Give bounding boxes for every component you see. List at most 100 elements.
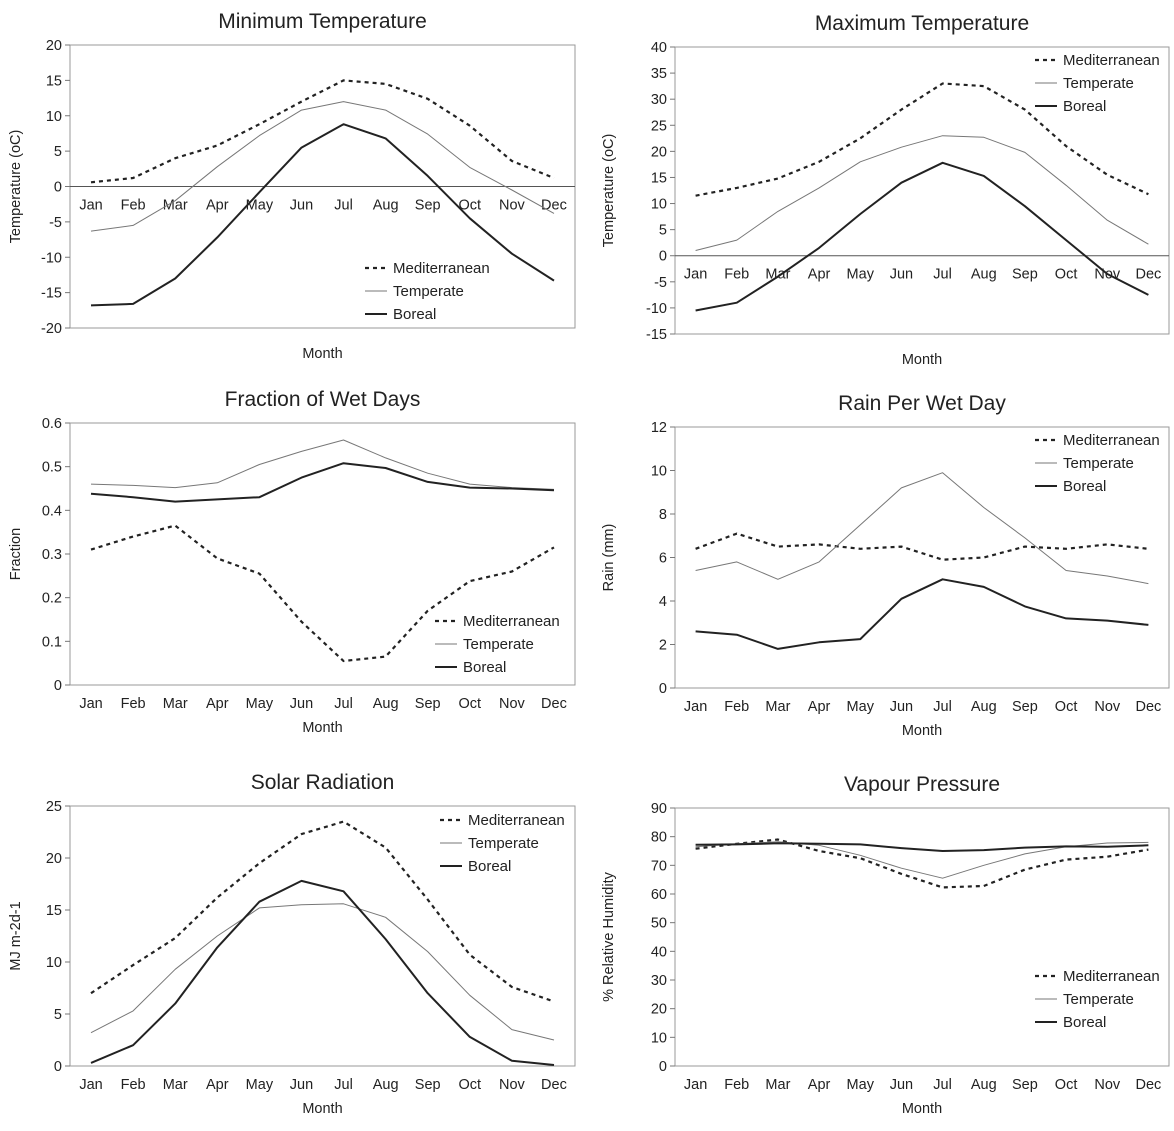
y-tick-label: 5 — [54, 1007, 62, 1023]
y-tick-label: 0 — [54, 678, 62, 694]
x-tick-label: Aug — [373, 198, 399, 214]
x-tick-label: Mar — [163, 198, 188, 214]
x-tick-label: Mar — [765, 267, 790, 283]
x-tick-label: Apr — [206, 198, 229, 214]
y-tick-label: 25 — [46, 799, 62, 815]
y-axis-label: Temperature (oC) — [8, 130, 24, 244]
x-tick-label: Mar — [163, 1077, 188, 1093]
chart-rain-per-wet-day: Rain Per Wet Day 12 10 8 6 4 2 0 Jan Feb Mar Apr May… — [587, 375, 1174, 750]
x-tick-label: Apr — [206, 1077, 229, 1093]
y-tick-label: 10 — [46, 109, 62, 125]
x-tick-label: May — [847, 267, 875, 283]
x-tick-label: May — [847, 1077, 875, 1093]
legend: Mediterranean Temperate Boreal — [1035, 968, 1160, 1031]
y-tick-label: 20 — [46, 851, 62, 867]
y-tick-label: -10 — [646, 301, 667, 317]
legend-label: Mediterranean — [463, 613, 560, 630]
y-tick-label: 0.4 — [42, 503, 62, 519]
chart-svg: Minimum Temperature 20 15 10 5 0 -5 -10 -15 -20 Ja… — [8, 10, 576, 362]
y-tick-label: 5 — [659, 223, 667, 239]
y-tick-label: -10 — [41, 250, 62, 266]
x-tick-label: Sep — [415, 696, 441, 712]
series-line-temperate — [695, 135, 1149, 251]
plot-frame — [69, 805, 576, 1067]
legend: Mediterranean Temperate Boreal — [1035, 432, 1160, 495]
y-tick-label: 4 — [659, 594, 667, 610]
y-tick-label: 6 — [659, 551, 667, 567]
x-tick-label: Feb — [724, 699, 749, 715]
x-tick-label: Jun — [890, 1077, 913, 1093]
x-tick-label: Jun — [290, 696, 313, 712]
y-tick-label: 25 — [651, 118, 667, 134]
y-tick-label: -15 — [41, 286, 62, 302]
y-tick-label: 20 — [651, 144, 667, 160]
y-tick-label: 80 — [651, 830, 667, 846]
y-axis-label: % Relative Humidity — [601, 871, 617, 1001]
x-tick-label: Oct — [459, 696, 482, 712]
series-line-mediterranean — [695, 838, 1149, 889]
y-tick-label: 15 — [651, 170, 667, 186]
x-tick-label: Jun — [290, 198, 313, 214]
x-tick-label: Jan — [79, 696, 102, 712]
x-tick-label: Feb — [121, 1077, 146, 1093]
y-tick-label: 10 — [46, 955, 62, 971]
x-tick-label: Jul — [334, 1077, 353, 1093]
series-line-boreal — [695, 578, 1149, 650]
chart-title: Solar Radiation — [251, 771, 395, 794]
x-tick-label: Jul — [933, 267, 952, 283]
x-tick-label: Apr — [808, 699, 831, 715]
series-line-temperate — [90, 101, 555, 232]
chart-vapour-pressure: Vapour Pressure 90 80 70 60 50 40 30 20 10 0 Jan Feb… — [587, 750, 1174, 1126]
y-tick-label: 20 — [651, 1002, 667, 1018]
y-tick-label: 15 — [46, 73, 62, 89]
x-tick-label: Feb — [724, 267, 749, 283]
y-axis-label: Fraction — [8, 528, 24, 580]
chart-svg: Maximum Temperature 40 35 30 25 20 15 10 5 0 -5 -10… — [601, 12, 1170, 368]
x-tick-label: Dec — [1136, 267, 1162, 283]
x-tick-label: Dec — [541, 696, 567, 712]
x-tick-label: Sep — [415, 198, 441, 214]
y-tick-label: 0.2 — [42, 591, 62, 607]
y-tick-label: 8 — [659, 507, 667, 523]
y-tick-label: 0.1 — [42, 634, 62, 650]
chart-fraction-of-wet-days: Fraction of Wet Days 0.6 0.5 0.4 0.3 0.2 0.1 0 J… — [0, 375, 587, 750]
y-tick-label: 60 — [651, 887, 667, 903]
x-tick-label: Aug — [971, 267, 997, 283]
chart-svg: Rain Per Wet Day 12 10 8 6 4 2 0 Jan Feb Mar Apr May… — [601, 392, 1170, 739]
legend-label: Mediterranean — [1063, 968, 1160, 985]
x-tick-label: Nov — [1094, 699, 1121, 715]
chart-solar-radiation: Solar Radiation 25 20 15 10 5 0 Jan Feb Mar Apr May… — [0, 750, 587, 1126]
y-axis-label: Temperature (oC) — [601, 134, 617, 248]
y-tick-label: 0 — [659, 249, 667, 265]
y-tick-label: 20 — [46, 38, 62, 54]
legend-label: Temperate — [1063, 455, 1134, 472]
x-tick-label: Sep — [1012, 699, 1038, 715]
y-tick-label: 0.6 — [42, 416, 62, 432]
x-tick-label: Apr — [808, 267, 831, 283]
x-tick-label: Jun — [890, 267, 913, 283]
chart-maximum-temperature: Maximum Temperature 40 35 30 25 20 15 10 5 0 -5 -10… — [587, 0, 1174, 375]
x-tick-label: Jul — [334, 198, 353, 214]
x-tick-label: Nov — [499, 1077, 526, 1093]
x-axis-label: Month — [302, 346, 342, 362]
legend-label: Boreal — [1063, 1014, 1106, 1031]
x-tick-label: Sep — [415, 1077, 441, 1093]
x-tick-label: Nov — [1094, 1077, 1121, 1093]
x-tick-label: Jan — [79, 198, 102, 214]
legend-label: Boreal — [393, 306, 436, 323]
plot-frame — [674, 46, 1170, 335]
series-line-boreal — [90, 879, 555, 1066]
chart-svg: Vapour Pressure 90 80 70 60 50 40 30 20 10 0 Jan Feb… — [601, 773, 1170, 1117]
series-line-mediterranean — [90, 79, 555, 184]
y-tick-label: 10 — [651, 464, 667, 480]
x-tick-label: Jul — [933, 699, 952, 715]
y-tick-label: 40 — [651, 944, 667, 960]
series-line-temperate — [695, 472, 1149, 585]
legend-label: Boreal — [1063, 478, 1106, 495]
x-tick-label: Aug — [373, 1077, 399, 1093]
y-tick-label: 15 — [46, 903, 62, 919]
chart-title: Minimum Temperature — [218, 10, 427, 33]
x-axis-label: Month — [302, 720, 342, 736]
y-tick-label: 0.3 — [42, 547, 62, 563]
series-line-mediterranean — [695, 532, 1149, 561]
